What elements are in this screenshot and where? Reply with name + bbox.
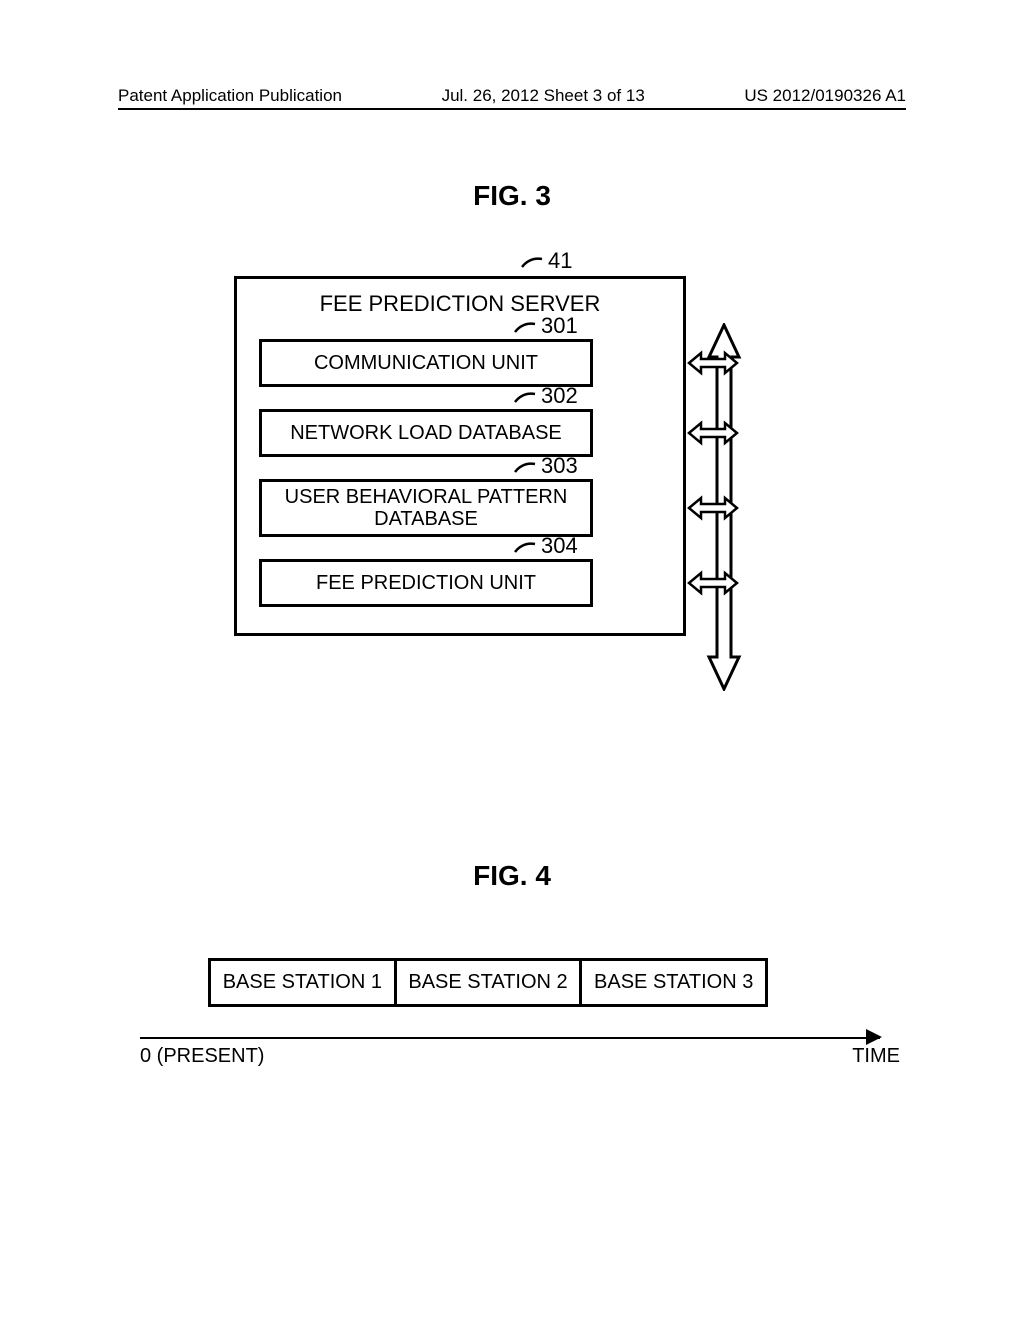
time-labels: 0 (PRESENT) TIME	[140, 1045, 900, 1068]
unit-box-communication: COMMUNICATION UNIT	[259, 339, 593, 387]
leader-line-icon	[513, 538, 541, 556]
fig4-title: FIG. 4	[0, 860, 1024, 892]
header-left: Patent Application Publication	[118, 86, 342, 106]
header-right: US 2012/0190326 A1	[744, 86, 906, 106]
header-mid: Jul. 26, 2012 Sheet 3 of 13	[442, 86, 645, 106]
page-header: Patent Application Publication Jul. 26, …	[118, 86, 906, 110]
ref-303: 303	[513, 453, 578, 479]
unit-row-304: 304 FEE PREDICTION UNIT	[237, 559, 683, 607]
ref-41: 41	[520, 248, 572, 274]
arrowhead-right-icon	[866, 1029, 882, 1045]
unit-box-user-db: USER BEHAVIORAL PATTERN DATABASE	[259, 479, 593, 537]
unit-row-302: 302 NETWORK LOAD DATABASE	[237, 409, 683, 457]
leader-line-icon	[513, 318, 541, 336]
fig3-diagram: 41 FEE PREDICTION SERVER 301 COMMUNICATI…	[234, 250, 772, 636]
fig4-diagram: BASE STATION 1 BASE STATION 2 BASE STATI…	[190, 958, 850, 1068]
station-1: BASE STATION 1	[211, 961, 397, 1004]
double-arrow-icon	[687, 495, 739, 521]
leader-line-icon	[520, 253, 548, 271]
station-3: BASE STATION 3	[582, 961, 765, 1004]
time-line	[140, 1037, 880, 1039]
double-arrow-icon	[687, 570, 739, 596]
station-2: BASE STATION 2	[397, 961, 583, 1004]
leader-line-icon	[513, 458, 541, 476]
time-axis	[140, 1037, 880, 1039]
axis-right-label: TIME	[852, 1045, 900, 1068]
unit-box-fee-prediction: FEE PREDICTION UNIT	[259, 559, 593, 607]
server-title: FEE PREDICTION SERVER	[237, 291, 683, 317]
ref-302: 302	[513, 383, 578, 409]
double-arrow-icon	[687, 350, 739, 376]
unit-row-301: 301 COMMUNICATION UNIT	[237, 339, 683, 387]
axis-left-label: 0 (PRESENT)	[140, 1045, 264, 1068]
stations-row: BASE STATION 1 BASE STATION 2 BASE STATI…	[208, 958, 768, 1007]
ref-301: 301	[513, 313, 578, 339]
server-box: FEE PREDICTION SERVER 301 COMMUNICATION …	[234, 276, 686, 636]
double-arrow-icon	[687, 420, 739, 446]
unit-box-network-db: NETWORK LOAD DATABASE	[259, 409, 593, 457]
ref-304: 304	[513, 533, 578, 559]
unit-row-303: 303 USER BEHAVIORAL PATTERN DATABASE	[237, 479, 683, 537]
leader-line-icon	[513, 388, 541, 406]
fig3-title: FIG. 3	[0, 180, 1024, 212]
